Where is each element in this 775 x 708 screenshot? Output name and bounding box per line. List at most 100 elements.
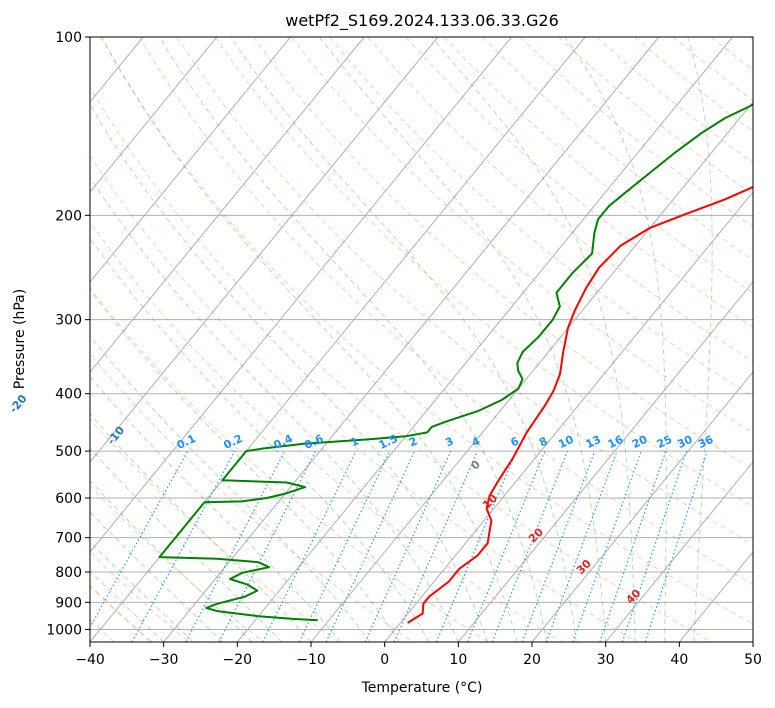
mixing-ratio-label: 10 (556, 433, 576, 451)
mixing-ratio-label: 20 (630, 433, 650, 451)
y-tick-label: 100 (55, 30, 82, 46)
y-axis-label: Pressure (hPa) (12, 289, 28, 389)
x-tick-label: 50 (744, 652, 762, 668)
y-axis: 100 200 300 400 500 600 700 800 900 1000 (46, 30, 90, 638)
y-tick-label: 300 (55, 313, 82, 329)
dry-adiabat-line (90, 353, 414, 642)
mixing-ratio-label: 1.5 (377, 432, 400, 452)
y-tick-label: 400 (55, 387, 82, 403)
moist-adiabat-line (90, 511, 223, 642)
mixing-ratio-label: 16 (606, 433, 626, 451)
dry-adiabat-line (90, 86, 712, 642)
mixing-ratio-lines (90, 450, 708, 642)
moist-adiabat-label: 30 (574, 557, 594, 577)
y-tick-label: 200 (55, 208, 82, 224)
x-axis: −40 −30 −20 −10 0 10 20 30 40 50 (75, 642, 762, 668)
mixing-ratio-label: 0.1 (175, 432, 198, 452)
dry-adiabat-line (90, 584, 153, 642)
adiabat-labels: 0.10.20.40.611.52346810131620253036-100-… (7, 392, 716, 607)
y-tick-label: 700 (55, 531, 82, 547)
moist-adiabat-label: 20 (526, 525, 546, 545)
dry-adiabat-line (443, 37, 753, 294)
moist-adiabat-line (90, 447, 282, 642)
isotherm-line (752, 641, 753, 642)
dewpoint-line (158, 103, 753, 622)
dry-adiabat-line (291, 37, 753, 434)
moist-adiabat-line (90, 480, 253, 642)
mixing-ratio-label: 4 (470, 434, 483, 449)
x-tick-label: 10 (449, 652, 467, 668)
dry-adiabat-line (90, 287, 488, 642)
dry-adiabat-line (481, 37, 753, 261)
x-tick-label: −30 (149, 652, 179, 668)
mixing-ratio-label: 1 (348, 434, 360, 449)
moist-adiabat-line (90, 103, 489, 642)
dry-adiabat-line (367, 37, 753, 363)
dry-adiabat-line (90, 221, 563, 642)
dry-adiabat-label: -20 (7, 392, 30, 416)
temperature-line (407, 185, 753, 624)
mixing-ratio-line (90, 450, 189, 629)
dry-adiabat-line (100, 37, 753, 625)
dry-adiabat-line (329, 37, 753, 398)
mixing-ratio-line (545, 450, 618, 642)
mixing-ratio-label: 2 (407, 434, 419, 449)
profile-lines (158, 103, 753, 624)
mixing-ratio-line (644, 450, 708, 642)
x-tick-label: −20 (223, 652, 253, 668)
isotherm-line (236, 37, 733, 642)
y-tick-label: 900 (55, 595, 82, 611)
isotherm-line (90, 37, 439, 463)
dry-adiabat-line (90, 484, 264, 642)
isotherm-line (384, 191, 753, 642)
mixing-ratio-line (599, 450, 667, 642)
isotherm-line (90, 37, 218, 193)
y-tick-label: 600 (55, 491, 82, 507)
isotherm-line (678, 551, 753, 642)
mixing-ratio-line (131, 450, 236, 642)
isotherm-line (90, 37, 291, 283)
mixing-ratio-line (325, 450, 416, 642)
x-tick-label: 20 (523, 652, 541, 668)
mixing-ratio-label: 0.4 (272, 432, 295, 452)
mixing-ratio-label: 25 (655, 433, 674, 451)
mixing-ratio-line (621, 450, 687, 642)
y-tick-label: 500 (55, 444, 82, 460)
mixing-ratio-line (393, 450, 478, 642)
moist-adiabat-line (90, 413, 312, 642)
x-tick-label: 30 (597, 652, 615, 668)
dry-adiabat-line (252, 37, 753, 470)
isotherm-line (605, 461, 753, 642)
mixing-ratio-line (466, 450, 546, 642)
moist-adiabat-label: 0 (468, 458, 483, 473)
isotherm-line (310, 101, 753, 642)
dry-adiabat-label: -10 (105, 424, 128, 448)
mixing-ratio-label: 3 (443, 434, 455, 449)
plot-frame (89, 36, 754, 643)
chart-title: wetPf2_S169.2024.133.06.33.G26 (285, 11, 559, 31)
mixing-ratio-label: 8 (537, 434, 549, 449)
mixing-ratio-line (491, 450, 569, 642)
y-tick-label: 800 (55, 565, 82, 581)
x-tick-label: 0 (380, 652, 389, 668)
moist-adiabat-line (90, 176, 459, 642)
mixing-ratio-label: 13 (584, 433, 603, 451)
isotherm-line (457, 281, 753, 642)
moist-adiabat-line (319, 37, 607, 642)
moist-adiabat-label: 40 (623, 586, 643, 606)
dry-adiabat-line (90, 551, 190, 642)
dry-adiabat-line (176, 37, 753, 546)
background-lines (90, 37, 753, 642)
moist-adiabat-label: 10 (480, 491, 500, 511)
moist-adiabat-line (90, 335, 371, 642)
dry-adiabat-line (672, 37, 753, 102)
dry-adiabat-line (405, 37, 753, 328)
moist-adiabat-line (90, 237, 430, 642)
isotherm-line (531, 371, 753, 642)
mixing-ratio-label: 36 (696, 433, 716, 451)
moist-adiabat-line (159, 37, 548, 642)
mixing-ratio-line (572, 450, 642, 642)
dry-adiabat-line (710, 37, 753, 71)
isotherm-line (163, 37, 660, 642)
